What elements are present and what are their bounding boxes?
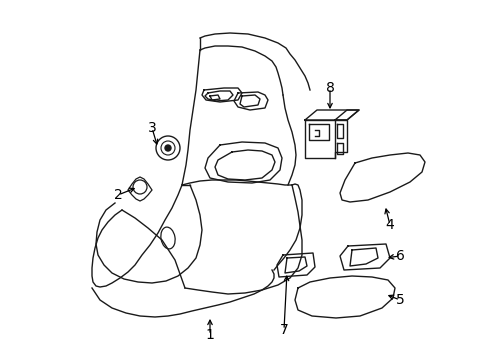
Text: 2: 2 xyxy=(113,188,122,202)
Text: 8: 8 xyxy=(325,81,334,95)
Text: 6: 6 xyxy=(395,249,404,263)
Text: 1: 1 xyxy=(205,328,214,342)
Circle shape xyxy=(164,145,171,151)
Text: 7: 7 xyxy=(279,323,288,337)
Text: 5: 5 xyxy=(395,293,404,307)
Text: 3: 3 xyxy=(147,121,156,135)
Text: 4: 4 xyxy=(385,218,393,232)
